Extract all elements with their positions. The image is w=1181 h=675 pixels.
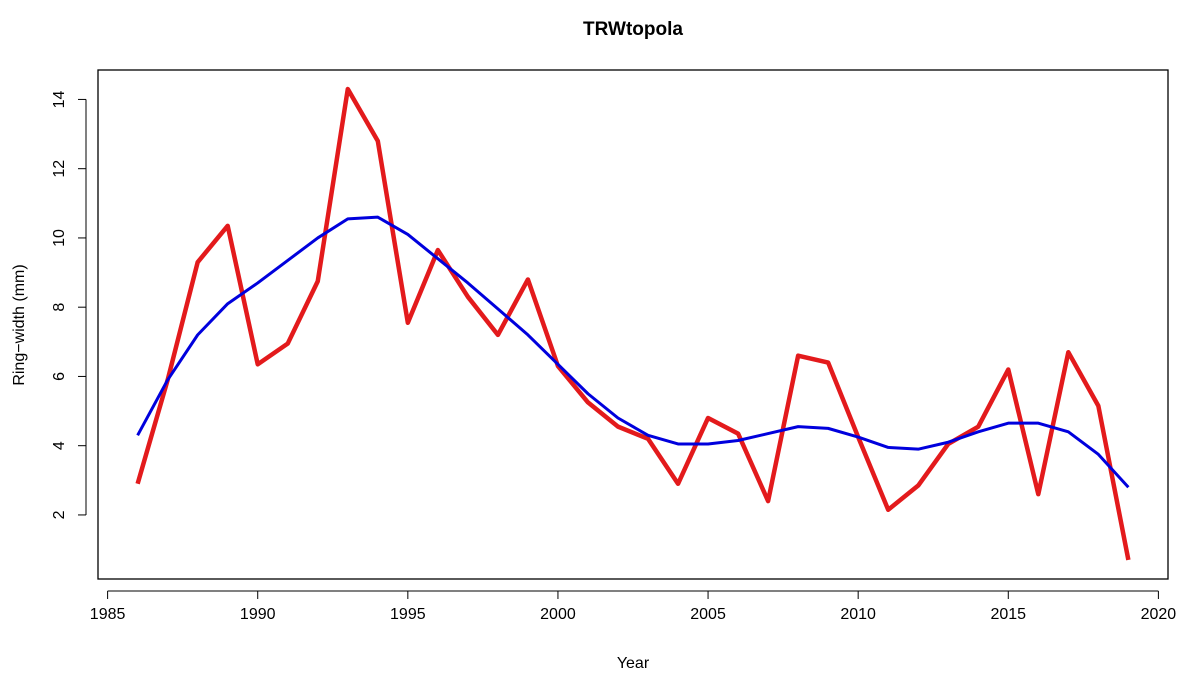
y-tick-label: 10 [51, 229, 68, 247]
x-tick-label: 1985 [90, 606, 126, 623]
x-tick-label: 2005 [690, 606, 726, 623]
chart-title: TRWtopola [583, 19, 683, 40]
y-axis-label: Ring−width (mm) [11, 264, 28, 385]
x-tick-label: 1995 [390, 606, 426, 623]
x-axis-label: Year [617, 655, 650, 672]
x-tick-label: 1990 [240, 606, 276, 623]
x-tick-label: 2015 [990, 606, 1026, 623]
y-tick-label: 12 [51, 160, 68, 178]
plot-frame [97, 69, 1169, 580]
y-tick-label: 14 [51, 90, 68, 108]
x-tick-label: 2020 [1141, 606, 1177, 623]
y-tick-label: 4 [51, 441, 68, 450]
y-tick-label: 2 [51, 510, 68, 519]
x-tick-label: 2000 [540, 606, 576, 623]
y-tick-label: 8 [51, 303, 68, 312]
data-line [135, 86, 1131, 561]
y-tick-label: 6 [51, 372, 68, 381]
data-line [136, 215, 1130, 489]
x-tick-label: 2010 [840, 606, 876, 623]
